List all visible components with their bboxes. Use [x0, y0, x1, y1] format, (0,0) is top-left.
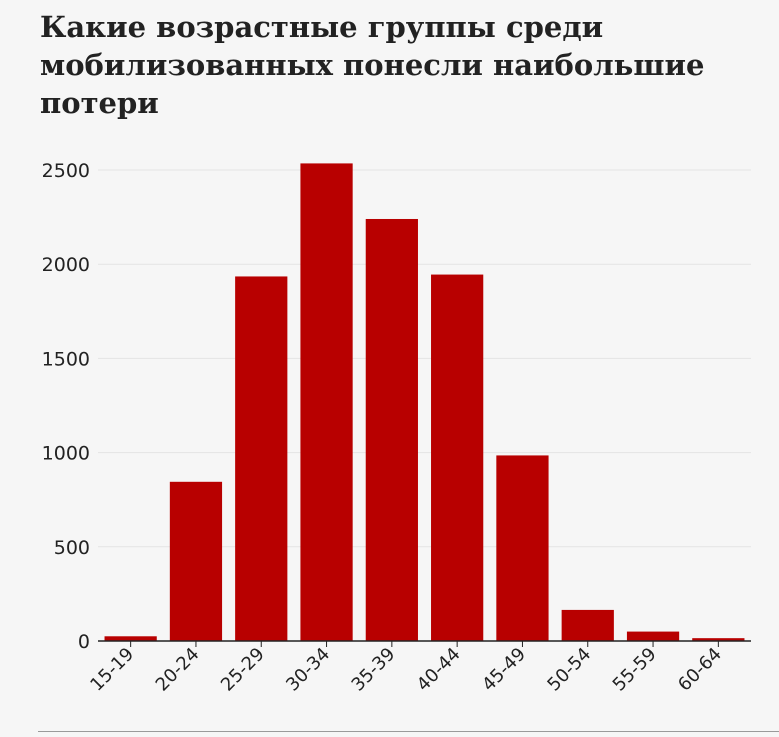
bar-50-54	[561, 609, 614, 641]
x-tick-label: 50-54	[543, 644, 595, 696]
bar-60-64	[692, 638, 745, 641]
bars	[104, 163, 745, 641]
x-tick-label: 15-19	[86, 644, 138, 696]
y-axis-ticks: 0 500 1000 1500 2000 2500	[42, 160, 90, 653]
y-tick-label: 1500	[42, 348, 90, 370]
y-tick-label: 500	[54, 537, 90, 559]
x-tick-label: 30-34	[282, 644, 334, 696]
bar-45-49	[496, 455, 549, 641]
x-tick-label: 25-29	[217, 644, 269, 696]
bar-30-34	[300, 163, 353, 641]
y-tick-label: 1000	[42, 443, 90, 465]
y-tick-label: 0	[78, 631, 90, 653]
bar-40-44	[431, 274, 484, 641]
bar-15-19	[104, 636, 157, 641]
x-tick-label: 35-39	[348, 644, 400, 696]
x-tick-label: 20-24	[152, 644, 204, 696]
x-tick-label: 55-59	[609, 644, 661, 696]
x-tick-label: 45-49	[478, 644, 530, 696]
gridlines	[98, 169, 751, 548]
bar-20-24	[169, 481, 223, 641]
y-tick-label: 2000	[42, 254, 90, 276]
x-tick-label: 40-44	[413, 644, 465, 696]
x-tick-label: 60-64	[674, 644, 726, 696]
bar-55-59	[626, 631, 680, 641]
chart-title: Какие возрастные группы среди мобилизова…	[40, 10, 705, 120]
y-tick-label: 2500	[42, 160, 90, 182]
bar-25-29	[235, 276, 288, 641]
x-axis-ticks: 15-19 20-24 25-29 30-34 35-39 40-44 45-49 50-54…	[86, 641, 726, 696]
bottom-divider	[38, 731, 779, 732]
bar-35-39	[365, 218, 418, 641]
